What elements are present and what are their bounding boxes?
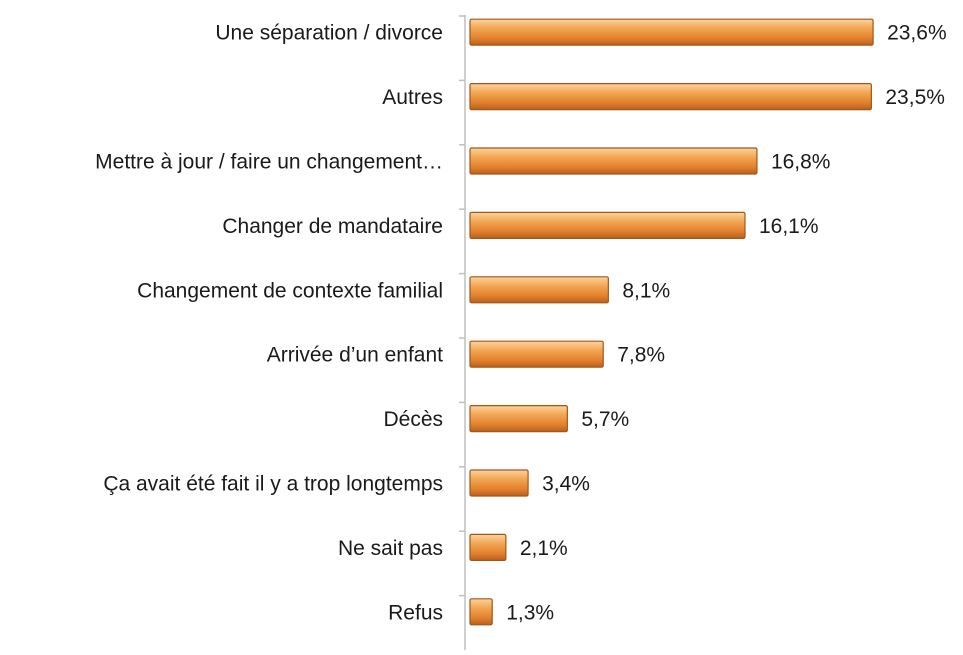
value-label: 23,5% [885,86,945,109]
value-label: 7,8% [617,344,665,367]
bar [469,598,493,626]
bar [469,469,529,497]
bar [469,211,746,239]
category-label: Refus [388,601,443,624]
value-label: 2,1% [520,537,568,560]
category-label: Changer de mandataire [222,215,443,238]
bar [469,18,874,46]
value-label: 16,8% [771,151,831,174]
bar [469,147,758,175]
category-label: Décès [383,408,443,431]
value-label: 16,1% [759,215,819,238]
bar [469,276,609,304]
category-label: Arrivée d’un enfant [267,344,443,367]
bar [469,533,507,562]
category-label: Ça avait été fait il y a trop longtemps [103,473,443,496]
value-label: 1,3% [506,601,554,624]
value-label: 8,1% [622,279,670,302]
category-label: Mettre à jour / faire un changement… [95,151,443,174]
category-label: Ne sait pas [338,537,443,560]
bar [469,405,568,433]
category-label: Autres [382,86,443,109]
bar [469,82,872,111]
value-label: 3,4% [542,473,590,496]
category-label: Changement de contexte familial [137,279,443,302]
value-label: 23,6% [887,22,947,45]
bar [469,340,604,368]
category-label: Une séparation / divorce [215,22,443,45]
value-label: 5,7% [581,408,629,431]
